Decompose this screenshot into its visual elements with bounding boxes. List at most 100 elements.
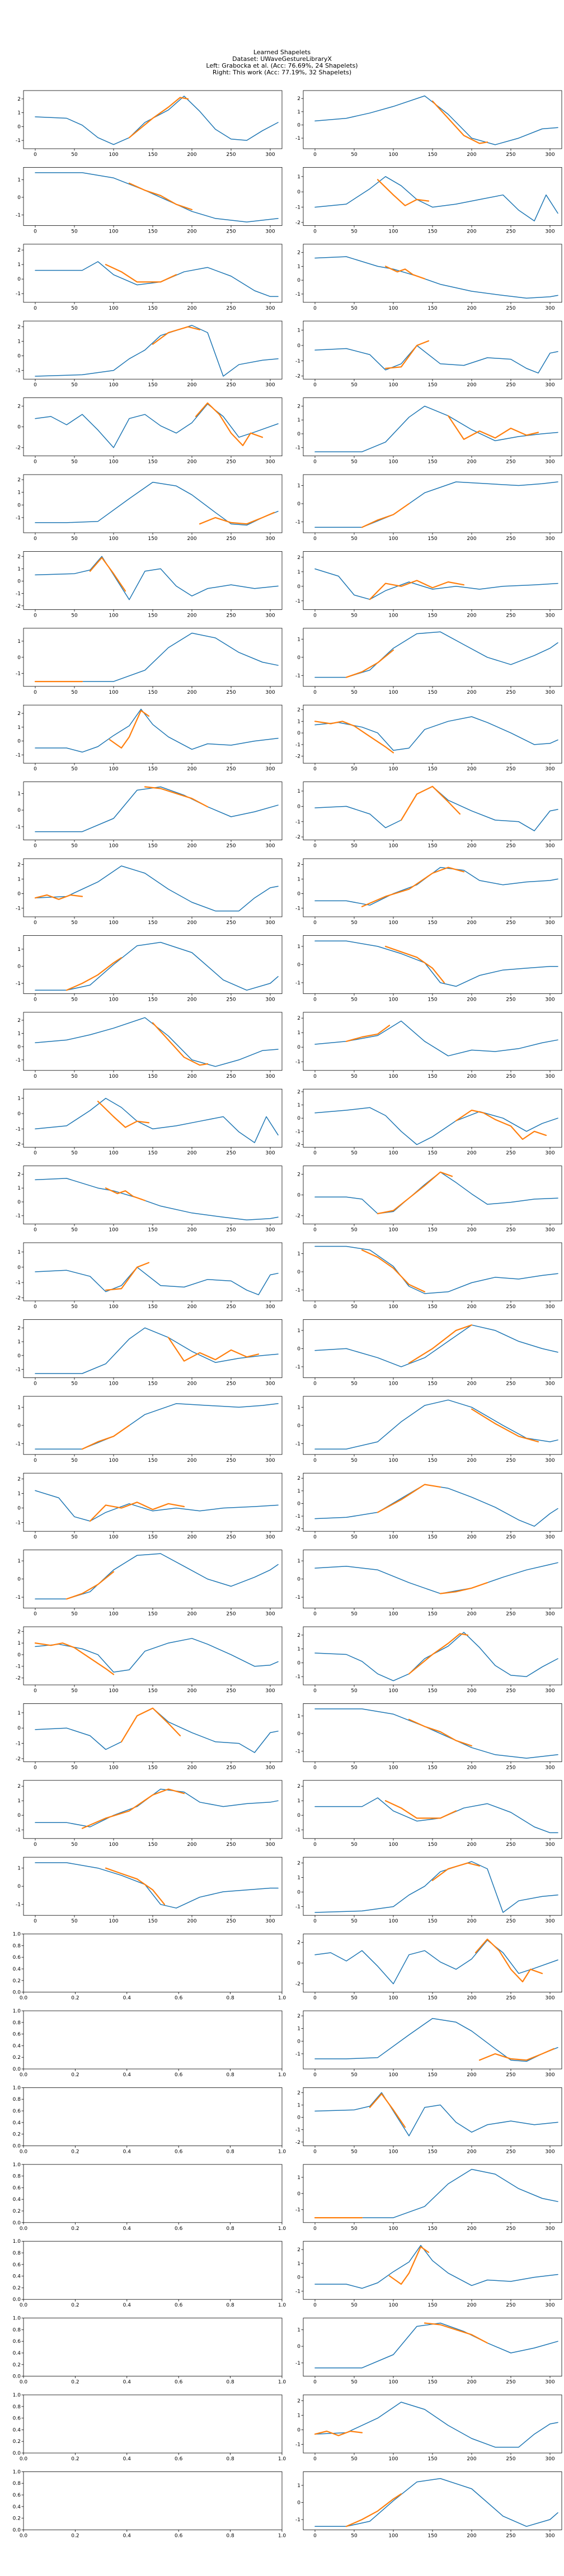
right-panel-24-series-line [314,1861,558,1913]
left-panel-2-xtick-label-1: 50 [71,229,78,234]
left-panel-11-frame [23,858,283,917]
left-panel-15-xtick-label-2: 100 [109,1228,118,1233]
left-panel-3-xtick-label-4: 200 [187,306,196,311]
right-panel-26-xtick-label-2: 100 [388,2072,398,2078]
right-panel-5-xtick-label-0: 0 [313,460,317,465]
left-panel-18-xtick-label-2: 100 [109,1458,118,1464]
left-panel-25-ytick-label-4: 0.8 [13,1943,21,1949]
left-panel-22-xtick-label-4: 200 [187,1765,196,1770]
left-panel-13-xtick-label-3: 150 [148,1074,157,1079]
right-panel-27-xtick-label-5: 250 [506,2149,515,2154]
right-panel-14: 0 50 100 150 200 250 300 -2 -1 0 1 2 [295,1088,562,1156]
left-panel-21-frame [23,1626,283,1685]
right-panel-10-xtick-label-4: 200 [467,844,476,849]
left-panel-4-xtick-label-3: 150 [148,382,157,388]
left-panel-14-ytick-label-3: 1 [17,1096,21,1102]
right-panel-1-xtick-label-5: 250 [506,152,515,158]
left-panel-9-ytick-label-0: -1 [16,752,21,758]
right-panel-24-xtick-label-5: 250 [506,1919,515,1924]
left-panel-18-ytick-label-0: -1 [16,1441,21,1447]
left-panel-29-ytick-label-5: 1.0 [13,2239,21,2244]
left-panel-15-ytick-label-0: -1 [16,1214,21,1219]
left-panel-26-xtick-label-3: 0.6 [175,2072,183,2078]
right-panel-16-ytick-label-0: -1 [295,1288,300,1294]
right-panel-19-xtick-label-4: 200 [467,1535,476,1540]
left-panel-26-ytick-label-2: 0.4 [13,2043,21,2049]
right-panel-4-ytick-label-1: -1 [295,358,300,364]
left-panel-20-shapelet-line [65,1571,115,1600]
right-panel-16-xtick-label-0: 0 [313,1304,317,1310]
left-panel-26-ytick-label-0: 0.0 [13,2067,21,2072]
left-panel-16-ytick-label-2: 0 [17,1265,21,1271]
right-panel-30-xtick-label-2: 100 [388,2380,398,2385]
left-panel-14-ytick-label-1: -1 [16,1126,21,1132]
right-panel-25-xtick-label-4: 200 [467,1996,476,2001]
right-panel-23-ytick-label-2: 1 [297,1798,300,1804]
left-panel-27-ytick-label-1: 0.2 [13,2132,21,2138]
right-panel-14-ytick-label-4: 2 [297,1090,300,1095]
right-panel-32-ytick-label-2: 1 [297,2483,300,2489]
left-panel-2-ytick-label-2: 1 [17,177,21,183]
left-panel-27-xtick-label-0: 0.0 [20,2149,28,2154]
left-panel-11-xtick-label-2: 100 [109,920,118,926]
left-panel-21-ytick-label-0: -2 [16,1676,21,1682]
left-panel-29-ytick-label-2: 0.4 [13,2274,21,2280]
left-panel-9-xtick-label-6: 300 [265,766,275,772]
right-panel-12-xtick-label-4: 200 [467,997,476,1002]
left-panel-6-shapelet-line [199,512,275,525]
left-panel-1-xtick-label-1: 50 [71,152,78,158]
left-panel-8-frame [23,628,283,687]
right-panel-23-ytick-label-3: 2 [297,1784,300,1789]
right-panel-14-xtick-label-2: 100 [388,1150,398,1156]
right-panel-23-shapelet-line [384,1800,457,1819]
right-panel-24-frame [303,1857,562,1916]
left-panel-26-ytick-label-3: 0.6 [13,2032,21,2038]
right-panel-21-xtick-label-4: 200 [467,1688,476,1694]
left-panel-14-xtick-label-6: 300 [265,1150,275,1156]
right-panel-2: 0 50 100 150 200 250 300 -2 -1 0 1 [295,167,562,234]
left-panel-30-xtick-label-3: 0.6 [175,2380,183,2385]
left-panel-19-xtick-label-3: 150 [148,1535,157,1540]
right-panel-30-xtick-label-4: 200 [467,2380,476,2385]
right-panel-19-series-line [314,1484,558,1527]
left-panel-21-xtick-label-2: 100 [109,1688,118,1694]
left-panel-16-xtick-label-3: 150 [148,1304,157,1310]
left-panel-16-xtick-label-6: 300 [265,1304,275,1310]
right-panel-26-ytick-label-2: 1 [297,2026,300,2032]
left-panel-25-xtick-label-2: 0.4 [123,1996,131,2001]
left-panel-27-ytick-label-0: 0.0 [13,2143,21,2149]
left-panel-17-xtick-label-0: 0 [34,1381,37,1386]
left-panel-12-xtick-label-5: 250 [226,997,236,1002]
right-panel-32-xtick-label-0: 0 [313,2533,317,2539]
right-panel-10-xtick-label-0: 0 [313,844,317,849]
right-panel-16-ytick-label-2: 1 [297,1252,300,1257]
left-panel-26-xtick-label-0: 0.0 [20,2072,28,2078]
left-panel-12-ytick-label-2: 1 [17,947,21,953]
left-panel-24-ytick-label-1: 0 [17,1884,21,1890]
right-panel-20-xtick-label-0: 0 [313,1612,317,1617]
right-panel-15-ytick-label-0: -2 [295,1214,300,1219]
right-panel-8-ytick-label-1: 0 [297,655,300,661]
right-panel-1: 0 50 100 150 200 250 300 -1 0 1 2 [295,90,562,158]
left-panel-28-ytick-label-1: 0.2 [13,2209,21,2214]
left-panel-1-xtick-label-0: 0 [34,152,37,158]
right-panel-31-xtick-label-5: 250 [506,2456,515,2462]
right-panel-2-ytick-label-1: -1 [295,205,300,211]
left-panel-3-xtick-label-6: 300 [265,306,275,311]
left-panel-12-xtick-label-0: 0 [34,997,37,1002]
left-panel-8-ytick-label-2: 1 [17,639,21,645]
left-panel-18-xtick-label-6: 300 [265,1458,275,1464]
left-panel-15: 0 50 100 150 200 250 300 -1 0 1 2 [16,1166,283,1233]
right-panel-25-shapelet-line [474,1938,543,1983]
left-panel-30-frame [23,2318,283,2377]
left-panel-6-ytick-label-2: 1 [17,490,21,496]
left-panel-1-ytick-label-2: 1 [17,111,21,116]
right-panel-19-ytick-label-1: -1 [295,1514,300,1519]
left-panel-24-series-line [35,1862,279,1909]
left-panel-1-ytick-label-0: -1 [16,138,21,144]
left-panel-20-ytick-label-0: -1 [16,1595,21,1600]
right-panel-32-xtick-label-2: 100 [388,2533,398,2539]
left-panel-25-xtick-label-4: 0.8 [226,1996,234,2001]
left-panel-23-ytick-label-1: 0 [17,1813,21,1819]
left-panel-32-ytick-label-3: 0.6 [13,2493,21,2498]
